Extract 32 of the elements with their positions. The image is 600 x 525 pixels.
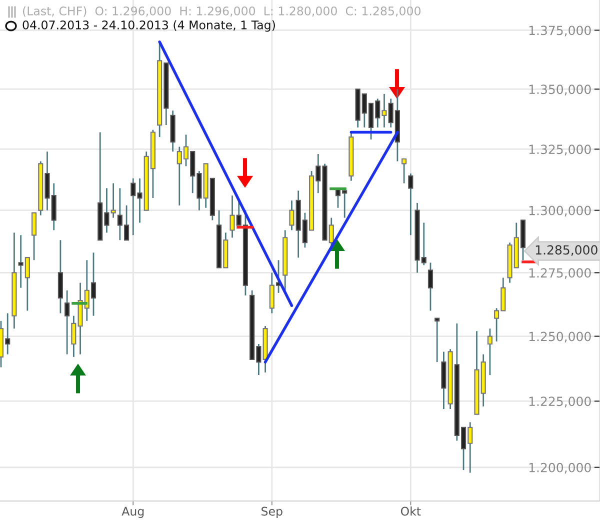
text: 04.07.2013 - 24.10.2013 (4 Monate, 1 Tag) bbox=[22, 20, 275, 32]
y-tick-label: 1.250,000 bbox=[529, 332, 591, 342]
y-tick-label: 1.275,000 bbox=[529, 268, 591, 279]
candlestick bbox=[31, 212, 37, 261]
candlestick bbox=[269, 272, 274, 314]
candlestick bbox=[5, 312, 10, 356]
x-tick-label: Okt bbox=[400, 506, 421, 516]
candlestick bbox=[468, 422, 473, 474]
y-tick-label: 1.200,000 bbox=[529, 462, 591, 474]
candlestick bbox=[487, 328, 492, 376]
candlestick bbox=[328, 217, 334, 248]
y-tick-label: 1.300,000 bbox=[529, 206, 591, 217]
y-tick-label: 1.225,000 bbox=[529, 396, 591, 408]
text: 1.285,000 bbox=[536, 245, 598, 256]
candlestick bbox=[18, 234, 24, 289]
candlestick bbox=[408, 172, 414, 236]
candlestick bbox=[434, 318, 440, 363]
candlestick bbox=[230, 194, 235, 238]
candlestick bbox=[382, 93, 387, 128]
candlestick bbox=[289, 200, 294, 231]
y-tick-label: 1.350,000 bbox=[529, 84, 591, 96]
x-tick-label: Aug bbox=[122, 506, 144, 518]
y-tick-label: 1.325,000 bbox=[529, 144, 591, 156]
candlestick bbox=[110, 182, 116, 218]
candlestick bbox=[402, 158, 407, 184]
x-tick-label: Sep bbox=[262, 506, 282, 518]
candlestick bbox=[24, 256, 30, 312]
y-tick-label: 1.375,000 bbox=[529, 26, 591, 36]
candlestick bbox=[90, 252, 96, 316]
chart-title: (Last, CHF) O: 1.296,000 H: 1.296,000 L: 1.280,000 C: 1.285,000 bbox=[23, 6, 420, 17]
candlestick bbox=[64, 290, 70, 356]
candlestick bbox=[428, 262, 434, 312]
